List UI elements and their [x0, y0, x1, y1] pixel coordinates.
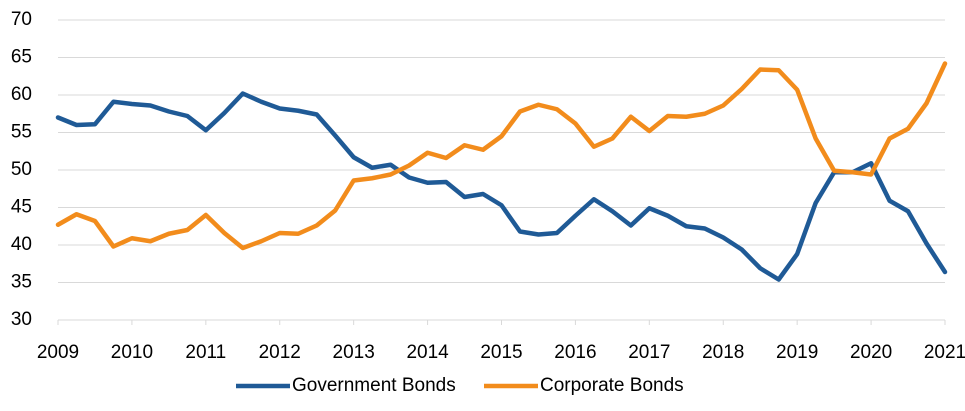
legend-label: Corporate Bonds — [540, 375, 684, 396]
y-tick-label: 40 — [11, 234, 32, 255]
data-line — [55, 61, 948, 251]
legend-label: Government Bonds — [292, 375, 456, 396]
x-tick-label: 2021 — [924, 342, 965, 363]
y-tick-label: 30 — [11, 309, 32, 330]
x-tick-label: 2020 — [850, 342, 892, 363]
y-tick-label: 70 — [11, 9, 32, 30]
y-tick-label: 65 — [11, 47, 32, 68]
y-tick-label: 45 — [11, 197, 32, 218]
x-tick-label: 2016 — [554, 342, 596, 363]
data-line — [55, 91, 948, 282]
x-tick-label: 2013 — [333, 342, 375, 363]
x-tick-label: 2010 — [111, 342, 153, 363]
y-tick-label: 50 — [11, 159, 32, 180]
y-tick-label: 35 — [11, 272, 32, 293]
y-tick-label: 60 — [11, 84, 32, 105]
x-tick-label: 2012 — [259, 342, 301, 363]
x-tick-label: 2011 — [185, 342, 226, 363]
x-tick-label: 2018 — [702, 342, 744, 363]
x-tick-label: 2014 — [406, 342, 449, 363]
x-tick-label: 2015 — [480, 342, 522, 363]
y-tick-label: 55 — [11, 122, 32, 143]
x-tick-label: 2017 — [628, 342, 670, 363]
x-tick-label: 2009 — [37, 342, 79, 363]
x-tick-label: 2019 — [776, 342, 818, 363]
